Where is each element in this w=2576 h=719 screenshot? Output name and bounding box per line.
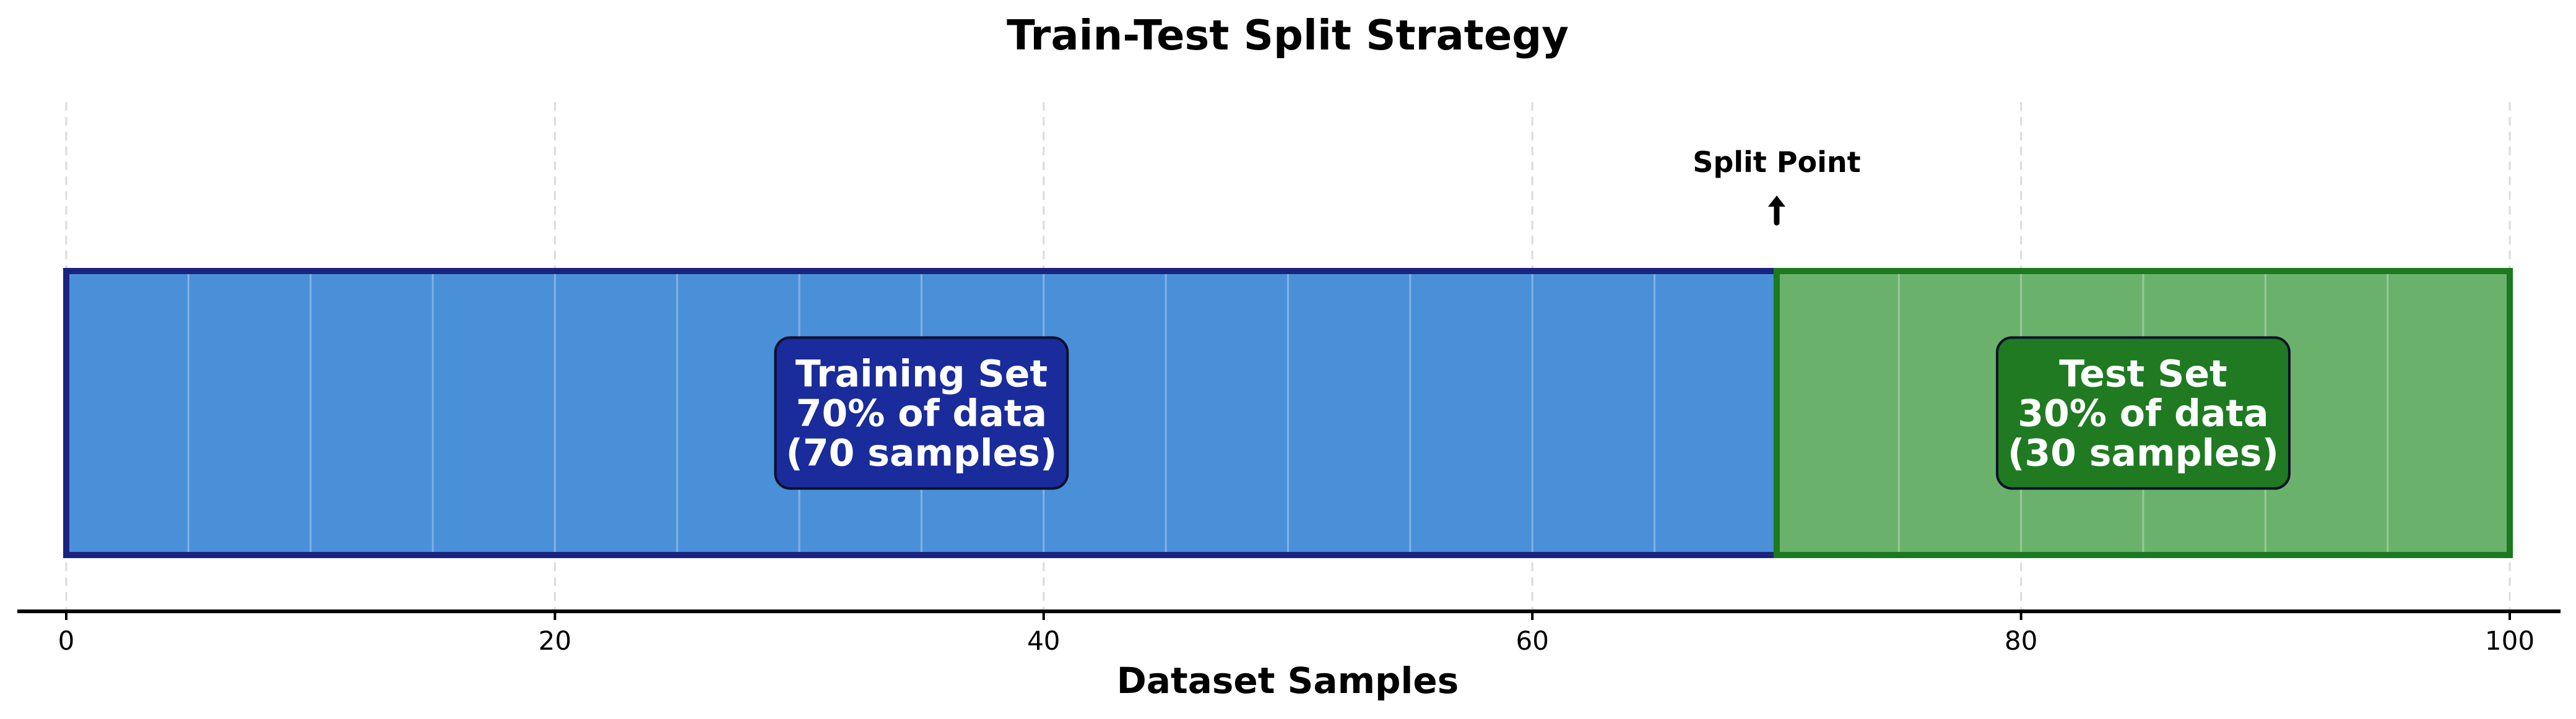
- segment-label-line: Test Set: [2059, 353, 2227, 396]
- x-tick-label: 100: [2485, 626, 2535, 656]
- x-tick-label: 40: [1027, 626, 1060, 656]
- segment-label-box-1: [1995, 336, 2291, 490]
- x-tick-label: 20: [539, 626, 571, 656]
- segment-label-box-0: [774, 336, 1069, 490]
- segment-label-line: (30 samples): [2008, 432, 2279, 475]
- chart-title: Train-Test Split Strategy: [1007, 11, 1569, 59]
- x-tick-label: 0: [58, 626, 75, 656]
- segment-label-line: Training Set: [796, 353, 1047, 396]
- segment-label-line: 70% of data: [796, 392, 1047, 436]
- split-point-label: Split Point: [1693, 145, 1860, 179]
- x-axis: 0 20 40 60 80 100: [17, 609, 2561, 656]
- x-tick-label: 60: [1516, 626, 1548, 656]
- x-tick-label: 80: [2005, 626, 2037, 656]
- segment-label-line: (70 samples): [786, 432, 1057, 475]
- split-arrow-head: [1767, 196, 1785, 207]
- x-axis-label: Dataset Samples: [1117, 660, 1459, 702]
- split-annotation: Split Point: [1693, 145, 1861, 226]
- segment-label-line: 30% of data: [2018, 392, 2268, 436]
